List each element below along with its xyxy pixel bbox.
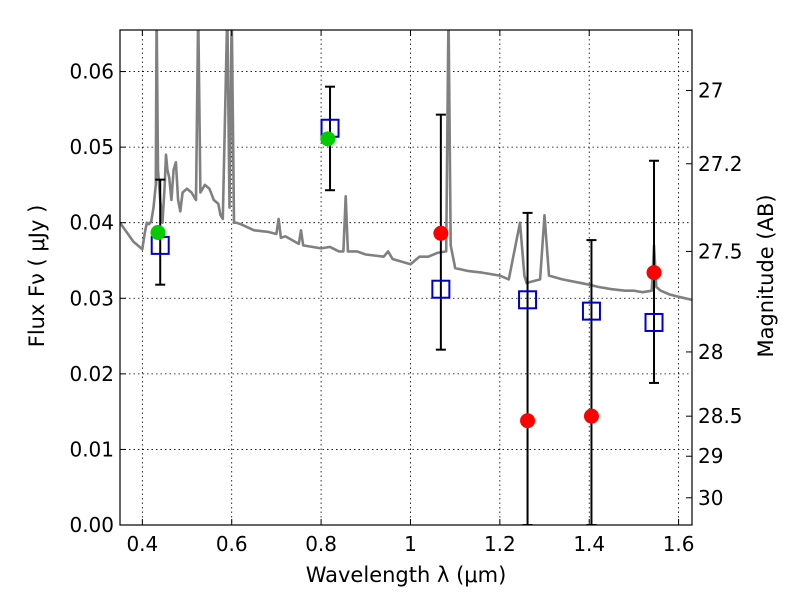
- y-tick-label: 0.05: [69, 135, 114, 159]
- y-tick-label: 0.00: [69, 513, 114, 537]
- y-tick-label: 0.01: [69, 437, 114, 461]
- model-photometry-square: [518, 290, 538, 310]
- y-tick-label: 0.02: [69, 362, 114, 386]
- y2-tick-label: 27.5: [698, 239, 743, 263]
- plot-frame: [119, 29, 693, 526]
- observed-flux-point: [150, 225, 166, 241]
- y2-tick-label: 29: [698, 444, 723, 468]
- y2-tick-label: 28: [698, 340, 723, 364]
- model-photometry-square: [644, 312, 664, 332]
- y-tick-label: 0.04: [69, 211, 114, 235]
- y2-tick-label: 27: [698, 78, 723, 102]
- x-tick-label: 1.6: [663, 532, 695, 556]
- observed-flux-point: [320, 131, 336, 147]
- x-tick-label: 1: [404, 532, 417, 556]
- y2-tick-label: 30: [698, 486, 723, 510]
- secondary-y-axis-label: Magnitude (AB): [754, 194, 778, 357]
- axis-ticks: 0.4 0.6 0.8 1 1.2 1.4 1.6 0.00 0.01 0.02 0.03 0.04 0…: [69, 30, 743, 556]
- x-tick-label: 1.4: [573, 532, 605, 556]
- model-photometry-square: [581, 301, 601, 321]
- y-tick-label: 0.03: [69, 286, 114, 310]
- y2-tick-label: 28.5: [698, 404, 743, 428]
- grid-lines: [120, 30, 692, 526]
- plot-content: [120, 30, 692, 525]
- x-tick-label: 0.4: [126, 532, 158, 556]
- observed-flux-point: [520, 413, 536, 429]
- y-tick-label: 0.06: [69, 60, 114, 84]
- x-tick-label: 0.8: [305, 532, 337, 556]
- x-tick-label: 1.2: [484, 532, 516, 556]
- model-spectrum-line: [120, 30, 692, 302]
- observed-flux-point: [433, 225, 449, 241]
- model-photometry-square: [431, 279, 451, 299]
- observed-flux-point: [646, 265, 662, 281]
- x-tick-label: 0.6: [216, 532, 248, 556]
- observed-flux-point: [583, 408, 599, 424]
- y-axis-label: Flux Fν ( μJy ): [25, 205, 49, 348]
- y2-tick-label: 27.2: [698, 152, 743, 176]
- x-axis-label: Wavelength λ (μm): [306, 563, 507, 587]
